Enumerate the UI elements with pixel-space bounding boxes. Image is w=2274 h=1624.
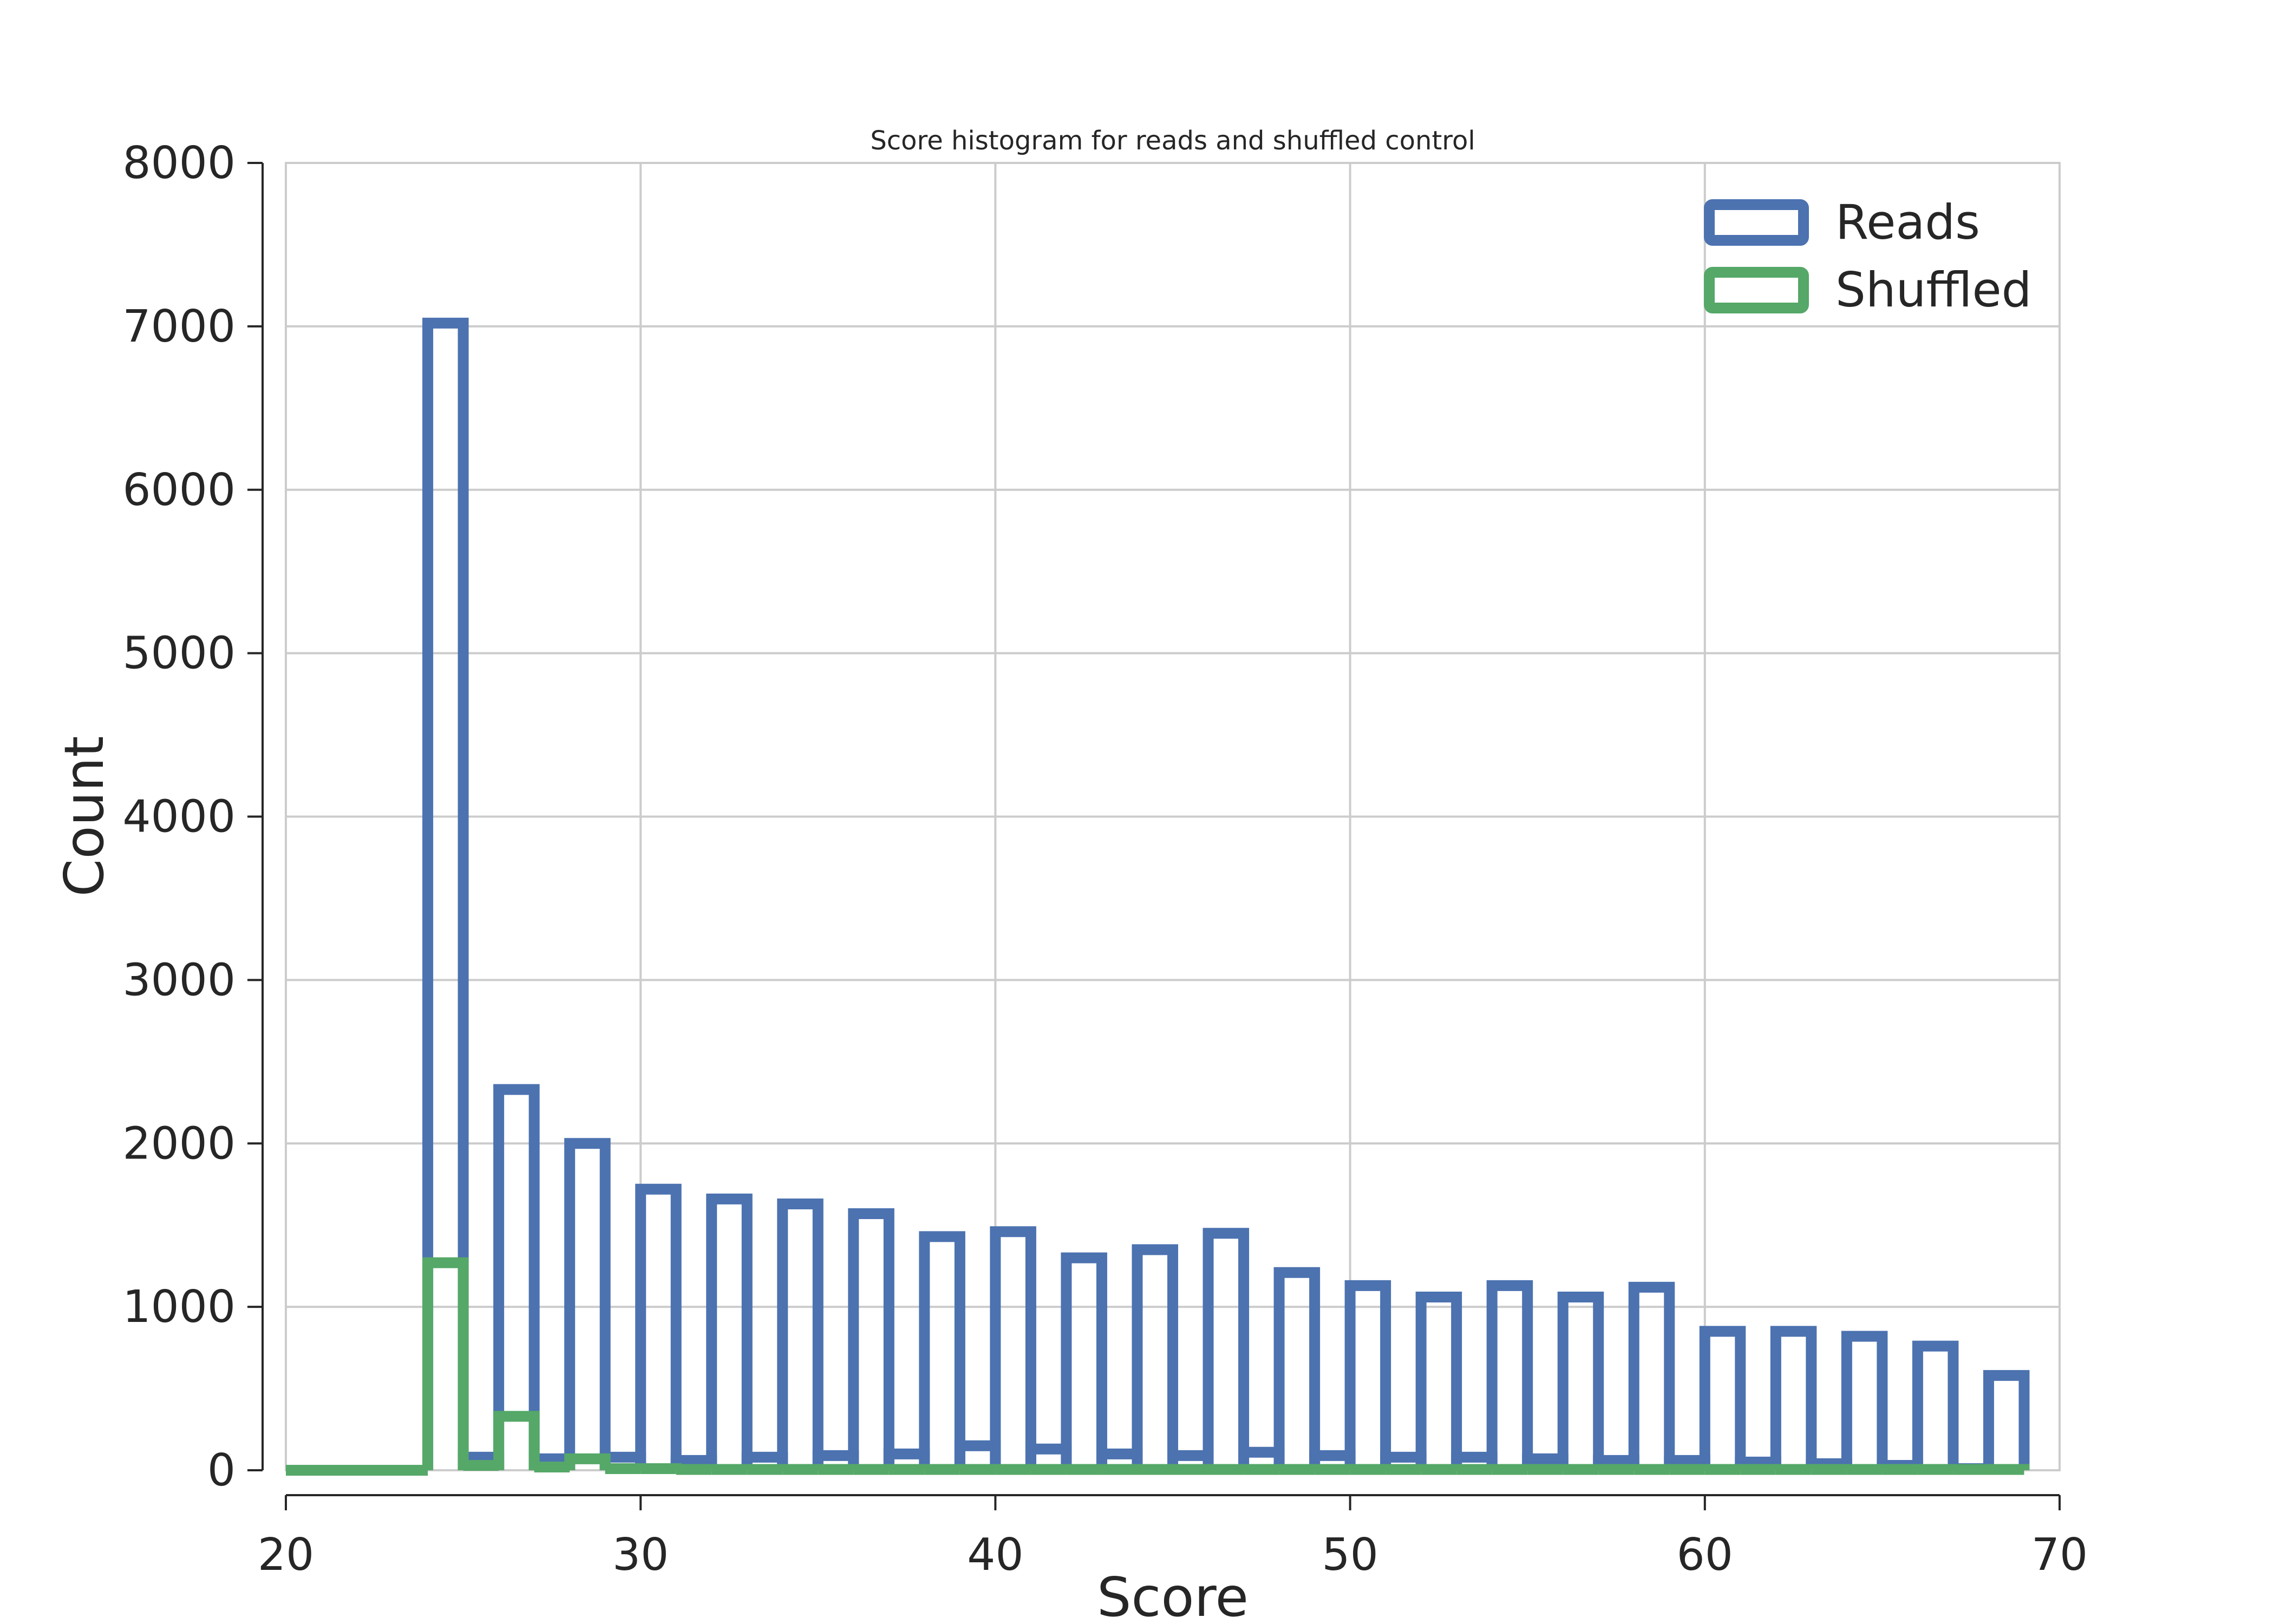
y-tick-label: 4000 xyxy=(122,791,236,843)
x-tick-label: 50 xyxy=(1322,1529,1378,1581)
legend-swatch-shuffled xyxy=(1704,267,1809,313)
histogram-bar xyxy=(1699,1326,1746,1470)
histogram-bar xyxy=(1203,1228,1250,1470)
histogram-bar xyxy=(1344,1280,1391,1470)
histogram-bar xyxy=(919,1231,965,1470)
x-tick-label: 30 xyxy=(612,1529,669,1581)
histogram-bar xyxy=(848,1208,894,1470)
histogram-bar xyxy=(1770,1326,1817,1470)
histogram-bar xyxy=(493,1411,540,1470)
x-tick-label: 20 xyxy=(258,1529,314,1581)
series-layer xyxy=(286,317,2030,1476)
y-tick-label: 2000 xyxy=(122,1118,236,1169)
axes: 20 30 40 50 60 70 0 1000 2000 3000 4000 5000 6000 700… xyxy=(122,137,2088,1581)
histogram-bar xyxy=(1983,1464,2030,1475)
y-tick-label: 1000 xyxy=(122,1281,236,1333)
histogram-bar xyxy=(1912,1340,1959,1470)
histogram-bar xyxy=(1132,1244,1178,1470)
histogram-bar xyxy=(422,317,469,1470)
series-shuffled xyxy=(286,1257,2030,1476)
histogram-bar xyxy=(706,1193,753,1470)
histogram-bar xyxy=(1983,1370,2030,1470)
x-tick-label: 70 xyxy=(2031,1529,2088,1581)
chart-title: Score histogram for reads and shuffled c… xyxy=(870,126,1475,156)
y-tick-label: 8000 xyxy=(122,137,236,189)
y-tick-label: 3000 xyxy=(122,954,236,1006)
histogram-bar xyxy=(1557,1292,1604,1470)
y-tick-label: 6000 xyxy=(122,464,236,516)
histogram-bar xyxy=(777,1198,824,1470)
histogram-bar xyxy=(1628,1281,1675,1470)
legend: Reads Shuffled xyxy=(1704,194,2031,318)
y-tick-label: 0 xyxy=(207,1445,236,1496)
histogram-bar xyxy=(493,1084,540,1470)
y-tick-label: 7000 xyxy=(122,301,236,352)
histogram-bar xyxy=(1061,1252,1107,1470)
y-tick-label: 5000 xyxy=(122,628,236,679)
legend-swatch-reads xyxy=(1704,199,1809,246)
histogram-bar xyxy=(1486,1280,1533,1470)
legend-label-reads: Reads xyxy=(1835,194,1980,250)
histogram-bar xyxy=(422,1257,469,1470)
legend-label-shuffled: Shuffled xyxy=(1835,262,2031,318)
histogram-bar xyxy=(1841,1331,1888,1470)
histogram-bar xyxy=(1415,1292,1462,1470)
x-axis-label: Score xyxy=(1097,1566,1249,1624)
x-tick-label: 60 xyxy=(1677,1529,1733,1581)
histogram-bar xyxy=(564,1138,611,1470)
histogram-bar xyxy=(990,1226,1036,1470)
series-reads xyxy=(286,317,2030,1476)
histogram-bar xyxy=(1273,1267,1321,1470)
x-tick-label: 40 xyxy=(967,1529,1023,1581)
y-axis-label: Count xyxy=(53,736,116,897)
histogram-bar xyxy=(635,1183,682,1470)
